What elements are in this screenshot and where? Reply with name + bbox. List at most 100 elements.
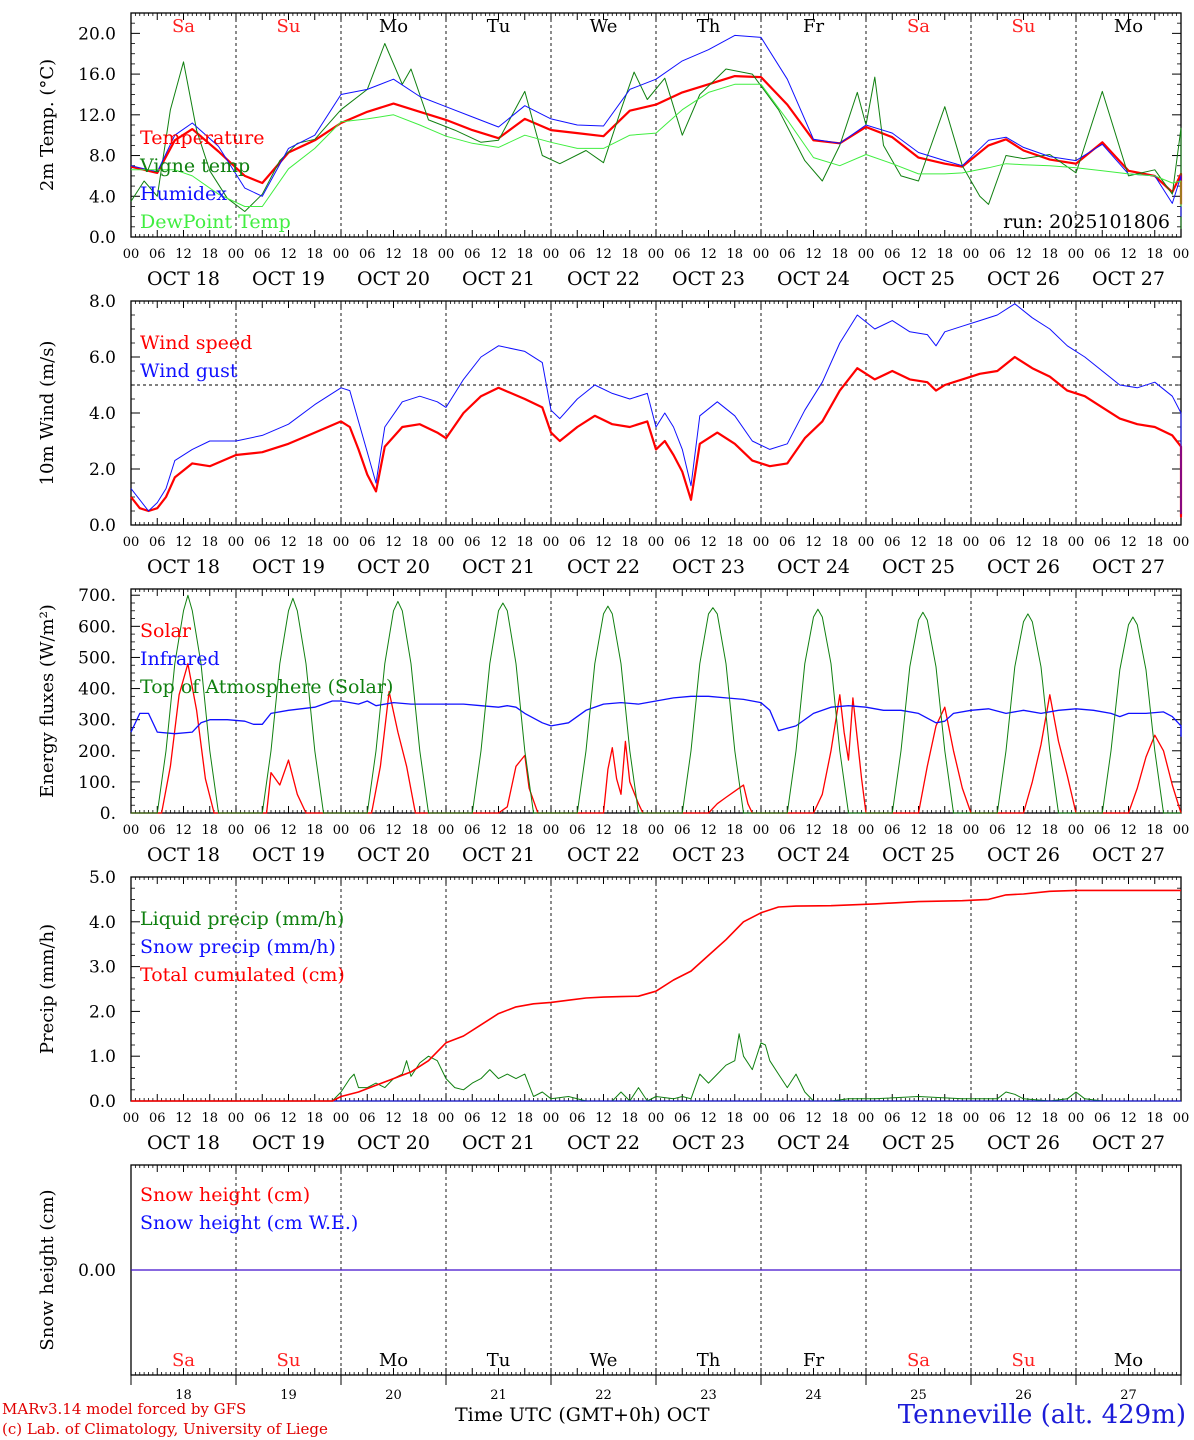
day-number-label: 27 <box>1120 1388 1137 1403</box>
hour-tick-label: 00 <box>543 1111 560 1126</box>
hour-tick-label: 18 <box>1041 535 1058 550</box>
date-label: OCT 26 <box>987 844 1060 866</box>
hour-tick-label: 18 <box>936 535 953 550</box>
hour-tick-label: 12 <box>1015 247 1032 262</box>
date-label: OCT 23 <box>672 844 745 866</box>
hour-tick-label: 06 <box>674 1111 691 1126</box>
hour-tick-label: 18 <box>411 1111 428 1126</box>
hour-tick-label: 00 <box>858 535 875 550</box>
hour-tick-label: 18 <box>516 1111 533 1126</box>
legend-entry: Wind speed <box>140 332 252 354</box>
hour-tick-label: 00 <box>1068 823 1085 838</box>
hour-tick-label: 00 <box>753 823 770 838</box>
hour-tick-label: 12 <box>1015 535 1032 550</box>
legend-entry: Snow precip (mm/h) <box>140 936 336 958</box>
weekday-label: Sa <box>907 1350 930 1371</box>
hour-tick-label: 18 <box>306 247 323 262</box>
legend-entry: Total cumulated (cm) <box>140 964 345 986</box>
hour-tick-label: 12 <box>595 823 612 838</box>
day-number-label: 22 <box>595 1388 612 1403</box>
hour-tick-label: 18 <box>516 247 533 262</box>
legend-entry: Top of Atmosphere (Solar) <box>140 676 393 698</box>
date-label: OCT 23 <box>672 556 745 578</box>
legend-entry: DewPoint Temp <box>140 211 291 233</box>
hour-tick-label: 18 <box>726 823 743 838</box>
hour-tick-label: 18 <box>831 535 848 550</box>
hour-tick-label: 12 <box>280 535 297 550</box>
panel-wind: 0.0 2.0 4.0 6.0 8.0 10m Wind (m/s) Wind speed W… <box>37 292 1189 578</box>
hour-tick-label: 00 <box>438 535 455 550</box>
hour-tick-label: 00 <box>543 823 560 838</box>
date-label: OCT 25 <box>882 556 955 578</box>
hour-tick-label: 18 <box>621 1111 638 1126</box>
date-label: OCT 22 <box>567 268 640 290</box>
hour-tick-label: 00 <box>963 1111 980 1126</box>
day-number-label: 26 <box>1015 1388 1032 1403</box>
date-label: OCT 20 <box>357 1132 430 1154</box>
y-tick-label: 500. <box>78 648 116 668</box>
series-energy-2 <box>131 594 1181 814</box>
panel-energy: 0. 100. 200. 300. 400. 500. 600. 700. Energy flu… <box>37 586 1189 866</box>
hour-tick-label: 12 <box>1015 823 1032 838</box>
run-label: run: 2025101806 <box>1003 211 1170 233</box>
hour-tick-label: 06 <box>674 823 691 838</box>
hour-tick-label: 12 <box>385 535 402 550</box>
hour-tick-label: 12 <box>280 1111 297 1126</box>
weekday-label: Fr <box>803 16 824 37</box>
date-label: OCT 19 <box>252 556 325 578</box>
weekday-label: Fr <box>803 1350 824 1371</box>
legend-entry: Infrared <box>140 648 220 670</box>
hour-tick-label: 06 <box>359 1111 376 1126</box>
series-temperature-1 <box>130 43 1182 229</box>
weekday-label: Sa <box>172 1350 195 1371</box>
y-tick-label: 4.0 <box>89 913 116 933</box>
hour-tick-label: 18 <box>306 535 323 550</box>
y-tick-label: 16.0 <box>78 65 116 85</box>
weekday-label: Mo <box>1114 16 1143 37</box>
hour-tick-label: 06 <box>989 1111 1006 1126</box>
hour-tick-label: 12 <box>490 1111 507 1126</box>
hour-tick-label: 18 <box>936 1111 953 1126</box>
hour-tick-label: 18 <box>411 823 428 838</box>
hour-tick-label: 00 <box>963 823 980 838</box>
hour-tick-label: 06 <box>254 247 271 262</box>
legend-entry: Wind gust <box>140 360 238 382</box>
day-number-label: 21 <box>490 1388 507 1403</box>
series-wind-1 <box>130 303 1182 515</box>
hour-tick-label: 18 <box>516 823 533 838</box>
hour-tick-label: 12 <box>700 247 717 262</box>
date-label: OCT 24 <box>777 844 850 866</box>
hour-tick-label: 06 <box>779 535 796 550</box>
hour-tick-label: 18 <box>831 247 848 262</box>
hour-tick-label: 00 <box>228 1111 245 1126</box>
weekday-label: We <box>590 16 618 37</box>
weekday-label: Sa <box>172 16 195 37</box>
date-label: OCT 21 <box>462 1132 535 1154</box>
hour-tick-label: 06 <box>1094 535 1111 550</box>
hour-tick-label: 00 <box>858 1111 875 1126</box>
y-tick-label: 0. <box>100 804 116 824</box>
panel-snow: 0.00 Snow height (cm) Snow height (cm) Snow… <box>37 1164 1182 1403</box>
hour-tick-label: 12 <box>490 823 507 838</box>
y-axis-label: Precip (mm/h) <box>37 924 58 1054</box>
hour-tick-label: 12 <box>805 247 822 262</box>
hour-tick-label: 12 <box>595 535 612 550</box>
date-label: OCT 23 <box>672 268 745 290</box>
hour-tick-label: 12 <box>385 247 402 262</box>
hour-tick-label: 00 <box>543 535 560 550</box>
hour-tick-label: 06 <box>884 823 901 838</box>
hour-tick-label: 06 <box>989 247 1006 262</box>
hour-tick-label: 00 <box>1068 1111 1085 1126</box>
hour-tick-label: 18 <box>726 247 743 262</box>
series-temperature-3 <box>131 83 1182 207</box>
hour-tick-label: 18 <box>726 535 743 550</box>
hour-tick-label: 12 <box>490 535 507 550</box>
hour-tick-label: 00 <box>438 1111 455 1126</box>
date-label: OCT 22 <box>567 1132 640 1154</box>
hour-tick-label: 06 <box>254 1111 271 1126</box>
hour-tick-label: 12 <box>490 247 507 262</box>
y-tick-label: 0.0 <box>89 516 116 536</box>
weekday-label: Mo <box>379 1350 408 1371</box>
series-energy-1 <box>130 695 1182 737</box>
y-tick-label: 300. <box>78 711 116 731</box>
